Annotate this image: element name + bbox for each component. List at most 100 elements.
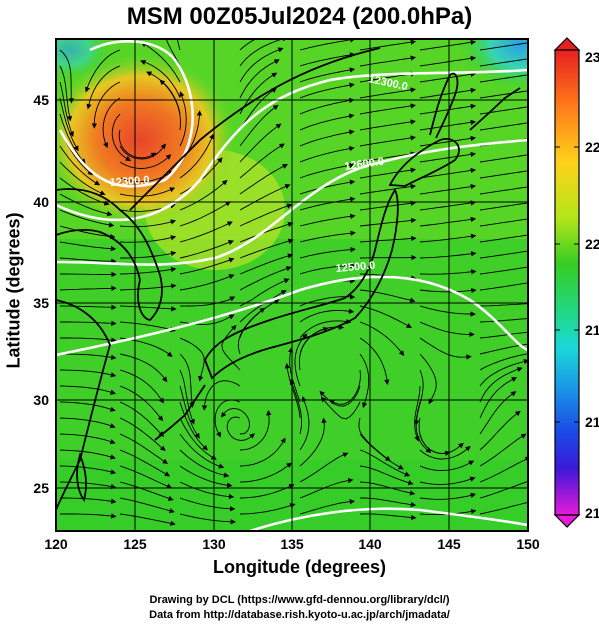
streamline bbox=[284, 363, 301, 419]
streamline bbox=[60, 271, 117, 278]
streamline bbox=[59, 193, 113, 217]
streamline bbox=[414, 385, 421, 442]
streamline bbox=[119, 353, 168, 383]
streamline bbox=[119, 465, 173, 489]
streamline bbox=[479, 186, 528, 195]
streamline bbox=[359, 513, 417, 521]
plot-frame bbox=[55, 38, 529, 532]
streamline bbox=[419, 135, 477, 147]
streamline bbox=[359, 289, 416, 303]
streamline bbox=[359, 235, 417, 243]
streamline bbox=[360, 497, 417, 508]
streamline bbox=[239, 290, 287, 323]
streamline bbox=[239, 437, 286, 467]
streamline bbox=[59, 97, 79, 152]
streamline bbox=[179, 337, 205, 382]
streamline bbox=[299, 196, 356, 211]
streamline bbox=[359, 481, 416, 496]
streamline bbox=[299, 452, 349, 483]
streamline bbox=[359, 254, 417, 261]
streamline bbox=[299, 230, 356, 243]
streamline bbox=[298, 326, 329, 371]
y-tick-label: 45 bbox=[33, 92, 49, 108]
streamline bbox=[419, 233, 477, 243]
streamline bbox=[419, 119, 477, 131]
streamline bbox=[59, 49, 74, 104]
credit-line-data: Data from http://database.rish.kyoto-u.a… bbox=[149, 609, 450, 621]
streamline bbox=[239, 39, 288, 67]
streamline bbox=[119, 385, 164, 422]
streamline bbox=[419, 337, 472, 360]
streamline bbox=[419, 433, 464, 454]
streamline bbox=[320, 396, 361, 420]
streamline bbox=[179, 221, 233, 243]
map-title: MSM 00Z05Jul2024 (200.0hPa) bbox=[126, 3, 473, 30]
streamline bbox=[479, 154, 528, 163]
streamline bbox=[59, 257, 117, 264]
streamline bbox=[419, 445, 471, 460]
colorbar-tick: 226 bbox=[585, 139, 599, 155]
streamline bbox=[179, 240, 234, 259]
streamline bbox=[479, 303, 528, 307]
streamline bbox=[359, 183, 417, 195]
streamline bbox=[359, 167, 417, 179]
streamline bbox=[59, 401, 116, 412]
streamline bbox=[118, 129, 157, 159]
x-tick-label: 150 bbox=[516, 536, 540, 552]
streamline bbox=[239, 409, 272, 451]
streamline bbox=[419, 321, 475, 338]
x-tick-label: 130 bbox=[202, 536, 226, 552]
wind-field bbox=[56, 39, 528, 531]
streamline bbox=[59, 417, 116, 429]
streamline bbox=[239, 87, 277, 131]
streamline bbox=[419, 71, 477, 83]
streamline bbox=[179, 257, 235, 275]
streamline bbox=[479, 358, 528, 387]
streamline bbox=[479, 456, 528, 483]
streamline bbox=[59, 65, 73, 122]
streamline bbox=[359, 87, 416, 99]
colorbar-tick: 218 bbox=[585, 322, 599, 338]
streamline bbox=[59, 161, 106, 196]
streamline bbox=[86, 65, 121, 110]
streamline bbox=[60, 513, 117, 519]
streamline bbox=[299, 145, 355, 163]
y-tick-label: 35 bbox=[33, 295, 49, 311]
streamline bbox=[239, 203, 293, 227]
streamline bbox=[179, 513, 236, 525]
streamline bbox=[179, 201, 231, 227]
streamline bbox=[479, 234, 528, 243]
streamline bbox=[419, 87, 477, 99]
colorbar-tick: 214 bbox=[585, 414, 599, 430]
colorbar-tick: 210 bbox=[585, 505, 599, 521]
streamline bbox=[179, 274, 235, 291]
streamline bbox=[59, 304, 117, 310]
colorbar-bar bbox=[554, 49, 580, 516]
streamline bbox=[479, 391, 517, 435]
streamline bbox=[179, 179, 228, 211]
streamline bbox=[359, 217, 417, 227]
streamline bbox=[479, 377, 518, 419]
streamline bbox=[237, 307, 266, 355]
streamline bbox=[419, 287, 477, 294]
streamline bbox=[119, 449, 171, 477]
streamline bbox=[299, 262, 356, 275]
streamline bbox=[239, 484, 295, 499]
streamline bbox=[239, 266, 292, 291]
streamline bbox=[479, 218, 528, 227]
colorbar-tick: 230 bbox=[585, 49, 599, 65]
streamline bbox=[479, 58, 528, 67]
streamline bbox=[119, 513, 176, 526]
colorbar-tick: 222 bbox=[585, 236, 599, 252]
streamline bbox=[239, 221, 294, 243]
streamline bbox=[239, 39, 257, 51]
streamline bbox=[239, 47, 284, 83]
streamline bbox=[479, 74, 528, 83]
streamline bbox=[239, 503, 296, 515]
streamline bbox=[239, 253, 294, 275]
streamline bbox=[119, 433, 169, 465]
streamline bbox=[177, 39, 181, 51]
streamline bbox=[299, 52, 356, 67]
streamline bbox=[60, 353, 117, 360]
streamline bbox=[419, 305, 476, 317]
